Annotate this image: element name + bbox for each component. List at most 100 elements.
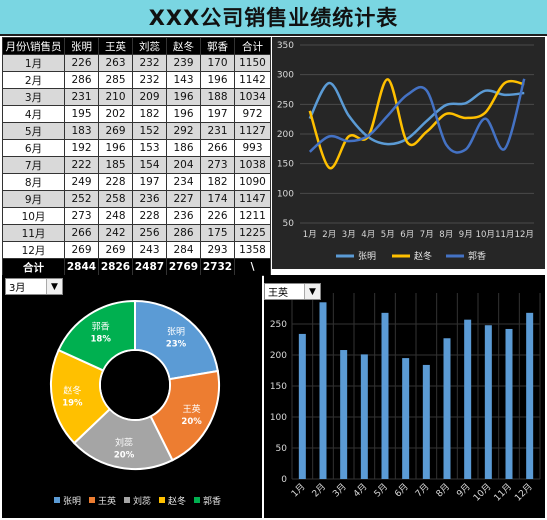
dropdown-arrow-icon[interactable]: ▼	[304, 284, 320, 299]
table-cell: 248	[98, 207, 133, 225]
table-cell: 239	[166, 54, 201, 72]
table-cell: 154	[132, 156, 167, 174]
line-chart-panel: 50 100 150 200 250 300 350 1月 2月 3月 4月 5月 6月 7月 8月 9月 10…	[272, 37, 545, 269]
table-cell: 202	[98, 105, 133, 123]
x-tick-label: 5月	[381, 230, 395, 240]
table-cell: 1211	[234, 207, 271, 225]
series-line	[308, 78, 525, 170]
x-tick-label: 12月	[515, 230, 534, 240]
table-cell: 256	[132, 224, 167, 242]
table-cell: 228	[98, 173, 133, 191]
table-cell: 252	[64, 190, 99, 208]
salesperson-select[interactable]: 王英 ▼	[264, 283, 321, 300]
bar	[526, 312, 534, 479]
table-cell: 7月	[2, 156, 65, 174]
donut-hole	[101, 351, 169, 419]
table-cell: 1225	[234, 224, 271, 242]
table-row: 1月 226 263 232 239 170 1150	[2, 54, 271, 72]
table-cell: 3月	[2, 88, 65, 106]
table-cell: 210	[98, 88, 133, 106]
table-cell: 228	[132, 207, 167, 225]
table-cell: 175	[200, 224, 235, 242]
sales-table: 月份\销售员 张明 王英 刘蕊 赵冬 郭香 合计 1月 226 263 232 239 170 1150…	[2, 37, 271, 276]
slice-percent-label: 19%	[62, 399, 83, 409]
table-cell: 286	[166, 224, 201, 242]
y-tick-label: 150	[270, 382, 287, 392]
slice-percent-label: 20%	[114, 451, 135, 461]
table-cell: 236	[166, 207, 201, 225]
page-title: XXX公司销售业绩统计表	[148, 6, 399, 30]
table-row: 12月 269 269 243 284 293 1358	[2, 241, 271, 259]
dropdown-arrow-icon[interactable]: ▼	[46, 279, 62, 294]
slice-category-label: 张明	[167, 327, 185, 338]
legend-swatch	[194, 497, 200, 503]
table-cell: 242	[98, 224, 133, 242]
bar	[360, 354, 368, 479]
salesperson-select-value: 王英	[268, 288, 288, 299]
bar	[443, 338, 451, 479]
totals-cell: 2826	[98, 258, 133, 276]
legend-swatch	[159, 497, 165, 503]
table-cell: 249	[64, 173, 99, 191]
table-row: 8月 249 228 197 234 182 1090	[2, 173, 271, 191]
x-tick-label: 1月	[289, 481, 307, 499]
totals-cell: 2844	[64, 258, 99, 276]
table-cell: 209	[132, 88, 167, 106]
series-line	[308, 81, 525, 146]
x-tick-label: 4月	[351, 481, 369, 499]
table-cell: 185	[98, 156, 133, 174]
totals-cell: 2769	[166, 258, 201, 276]
table-row: 5月 183 269 152 292 231 1127	[2, 122, 271, 140]
slice-category-label: 王英	[183, 403, 201, 415]
bar	[505, 328, 513, 479]
column-header: 月份\销售员	[2, 37, 65, 55]
column-header: 合计	[234, 37, 271, 55]
column-header: 赵冬	[166, 37, 201, 55]
x-tick-label: 11月	[495, 230, 514, 240]
table-row: 10月 273 248 228 236 226 1211	[2, 207, 271, 225]
table-cell: 269	[98, 241, 133, 259]
y-tick-label: 200	[270, 351, 287, 361]
table-cell: 993	[234, 139, 271, 157]
table-cell: 226	[200, 207, 235, 225]
bar	[319, 302, 327, 479]
month-select[interactable]: 3月 ▼	[5, 278, 63, 295]
legend-swatch	[89, 497, 95, 503]
table-cell: 1127	[234, 122, 271, 140]
x-tick-label: 6月	[393, 481, 411, 499]
table-row: 4月 195 202 182 196 197 972	[2, 105, 271, 123]
table-cell: 258	[98, 190, 133, 208]
x-tick-label: 9月	[459, 230, 473, 240]
table-cell: 1月	[2, 54, 65, 72]
table-cell: 266	[64, 224, 99, 242]
table-cell: 153	[132, 139, 167, 157]
table-row: 11月 266 242 256 286 175 1225	[2, 224, 271, 242]
donut-slice	[57, 299, 136, 372]
series-line	[308, 78, 526, 154]
y-tick-label: 300	[277, 71, 294, 81]
y-tick-label: 50	[276, 444, 288, 454]
x-tick-label: 7月	[420, 230, 434, 240]
x-tick-label: 9月	[455, 481, 473, 499]
table-cell: 1142	[234, 71, 271, 89]
table-cell: 143	[166, 71, 201, 89]
y-tick-label: 100	[270, 413, 287, 423]
table-cell: 10月	[2, 207, 65, 225]
table-cell: 284	[166, 241, 201, 259]
table-header-row: 月份\销售员 张明 王英 刘蕊 赵冬 郭香 合计	[2, 37, 271, 55]
slice-category-label: 刘蕊	[115, 437, 133, 449]
y-tick-label: 150	[277, 160, 294, 170]
x-tick-label: 11月	[492, 481, 514, 503]
title-bar: XXX公司销售业绩统计表	[0, 0, 547, 36]
table-cell: 182	[132, 105, 167, 123]
table-cell: 170	[200, 54, 235, 72]
column-header: 王英	[98, 37, 133, 55]
table-cell: 204	[166, 156, 201, 174]
table-cell: 1038	[234, 156, 271, 174]
table-cell: 286	[64, 71, 99, 89]
donut-slice	[149, 369, 220, 462]
slice-category-label: 郭香	[92, 321, 110, 333]
table-cell: 197	[200, 105, 235, 123]
table-cell: 11月	[2, 224, 65, 242]
